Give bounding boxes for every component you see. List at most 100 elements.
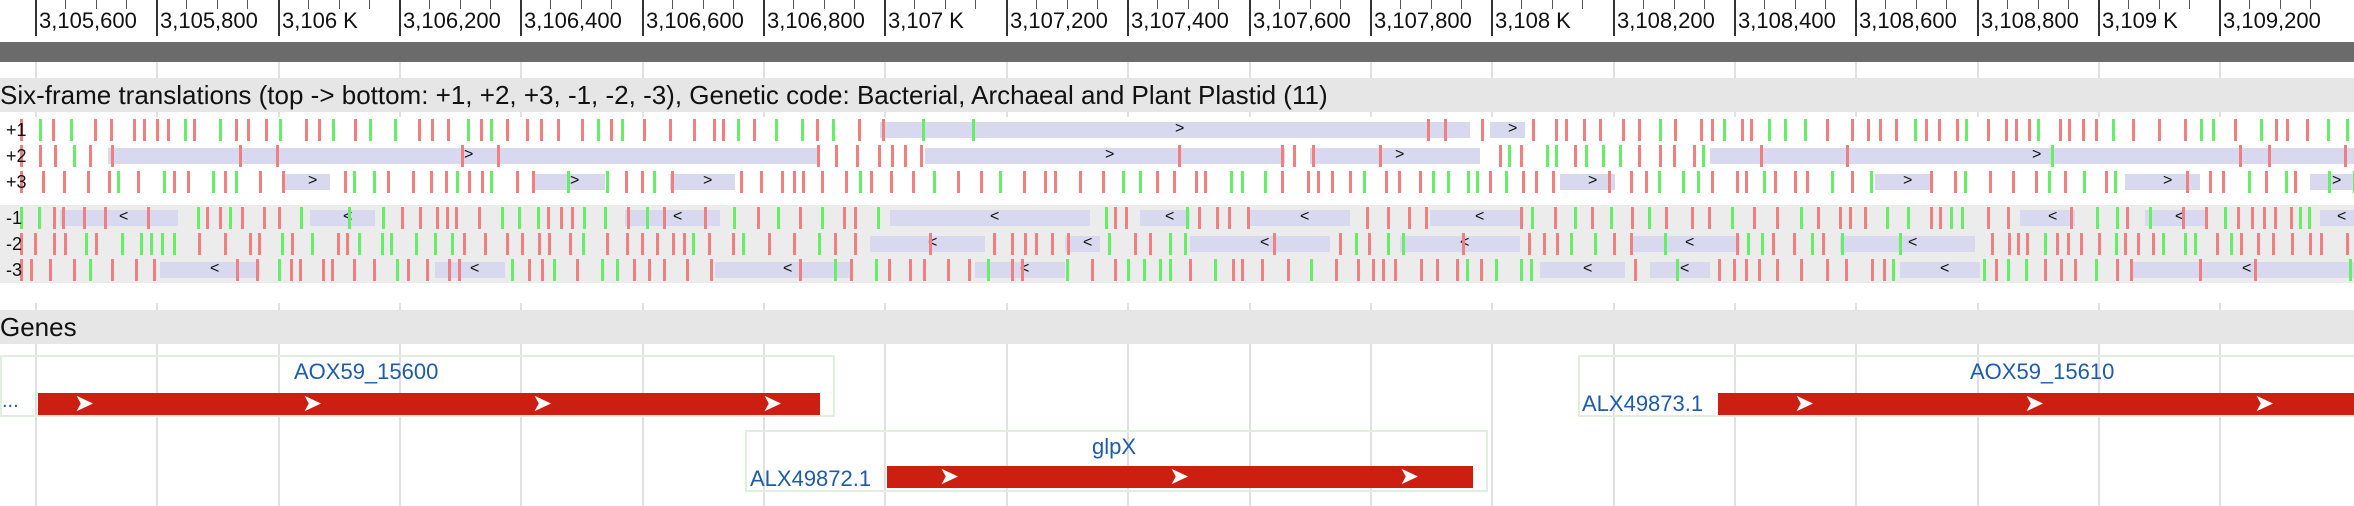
stop-codon-mark	[1631, 207, 1634, 229]
ruler-tick	[1249, 0, 1251, 36]
stop-codon-mark	[2265, 171, 2268, 193]
ruler-minor-tick	[1157, 0, 1158, 9]
orf-segment[interactable]	[890, 210, 1090, 226]
stop-codon-mark	[2274, 207, 2277, 229]
stop-codon-mark	[34, 233, 37, 255]
orf-segment[interactable]	[1630, 236, 1740, 252]
stop-codon-mark	[1247, 207, 1250, 229]
orf-segment[interactable]	[1400, 236, 1520, 252]
direction-icon: >	[1903, 172, 1913, 189]
frame-row[interactable]: > > +1	[0, 117, 2354, 143]
ruler-tick-label: 3,109 K	[2102, 8, 2178, 33]
direction-icon: >	[2032, 146, 2042, 163]
orf-segment[interactable]	[285, 174, 330, 190]
stop-codon-mark	[2263, 207, 2266, 229]
orf-segment[interactable]	[1710, 148, 2354, 164]
stop-codon-mark	[39, 145, 42, 167]
ruler-minor-tick	[1946, 0, 1947, 9]
orf-segment[interactable]	[880, 122, 1470, 138]
ruler-minor-tick	[186, 0, 187, 9]
orf-segment[interactable]	[2130, 262, 2354, 278]
stop-codon-mark	[1645, 171, 1648, 193]
start-codon-mark	[1241, 171, 1244, 193]
ruler-minor-tick	[96, 0, 97, 9]
orf-segment[interactable]	[670, 174, 735, 190]
frame-row[interactable]: > > > > > > > +3	[0, 169, 2354, 195]
translations-track-header[interactable]: Six-frame translations (top -> bottom: +…	[0, 78, 2354, 112]
cds-label: ALX49872.1	[750, 466, 872, 491]
orf-segment[interactable]	[1140, 210, 1190, 226]
stop-codon-mark	[722, 119, 725, 141]
stop-codon-mark	[1444, 119, 1447, 141]
orf-segment[interactable]	[435, 262, 505, 278]
stop-codon-mark	[305, 119, 308, 141]
cds-bar[interactable]: ➤ ➤ ➤ ➤	[38, 390, 820, 417]
orf-segment[interactable]	[1190, 236, 1330, 252]
start-codon-mark	[456, 171, 459, 193]
direction-icon: >	[703, 172, 713, 189]
orf-segment[interactable]	[1650, 262, 1710, 278]
frame-row[interactable]: > > > > +2	[0, 143, 2354, 169]
stop-codon-mark	[1419, 171, 1422, 193]
orf-segment[interactable]	[1250, 210, 1350, 226]
orf-segment[interactable]	[2320, 210, 2354, 226]
stop-codon-mark	[2234, 119, 2237, 141]
cds-bar[interactable]: ➤ ➤ ➤	[1718, 390, 2354, 417]
orf-segment[interactable]	[2310, 174, 2354, 190]
orf-segment[interactable]	[1900, 262, 1980, 278]
stop-codon-mark	[890, 171, 893, 193]
orf-segment[interactable]	[870, 236, 985, 252]
start-codon-mark	[1747, 233, 1750, 255]
start-codon-mark	[1619, 145, 1622, 167]
orf-segment[interactable]	[1065, 236, 1100, 252]
stop-codon-mark	[322, 259, 325, 281]
orf-segment[interactable]	[535, 174, 605, 190]
orf-segment[interactable]	[2125, 174, 2200, 190]
stop-codon-mark	[2012, 171, 2015, 193]
six-frame-translation-track[interactable]: > > +1 > > > > +2 > > > > > > > +3 < < < < < < < < < < -1 < < < < < < -2 <…	[0, 117, 2354, 303]
orf-segment[interactable]	[108, 148, 820, 164]
cds-bar[interactable]: ➤ ➤ ➤	[887, 463, 1473, 490]
orf-segment[interactable]	[1560, 174, 1615, 190]
orf-segment[interactable]	[160, 262, 260, 278]
orf-segment[interactable]	[715, 262, 850, 278]
overview-scrollbar[interactable]	[0, 42, 2354, 62]
frame-row[interactable]: < < < < < < < < < < -1	[0, 205, 2354, 231]
start-codon-mark	[582, 233, 585, 255]
orf-segment[interactable]	[2020, 210, 2075, 226]
stop-codon-mark	[1021, 259, 1024, 281]
stop-codon-mark	[481, 171, 484, 193]
frame-row[interactable]: < < < < < < < < -3	[0, 257, 2354, 283]
gene-feature-glpx[interactable]: glpX ALX49872.1 ➤ ➤ ➤	[745, 430, 1488, 492]
stop-codon-mark	[506, 233, 509, 255]
start-codon-mark	[1363, 171, 1366, 193]
orf-segment[interactable]	[1430, 210, 1520, 226]
orf-segment[interactable]	[1875, 174, 1930, 190]
direction-icon: <	[2175, 208, 2185, 225]
orf-segment[interactable]	[1490, 122, 1525, 138]
orf-segment[interactable]	[975, 262, 1065, 278]
start-codon-mark	[73, 145, 76, 167]
orf-segment[interactable]	[1310, 148, 1480, 164]
orf-segment[interactable]	[310, 210, 375, 226]
orf-segment[interactable]	[2145, 210, 2205, 226]
genes-track-header[interactable]: Genes	[0, 310, 2354, 344]
truncated-label: ...	[2, 390, 19, 412]
orf-segment[interactable]	[925, 148, 1285, 164]
stop-codon-mark	[1826, 259, 1829, 281]
orf-segment[interactable]	[1840, 236, 1975, 252]
gene-feature-aox59-15600[interactable]: AOX59_15600 ... ➤ ➤ ➤ ➤	[0, 355, 835, 417]
stop-codon-mark	[455, 207, 458, 229]
stop-codon-mark	[153, 259, 156, 281]
stop-codon-mark	[909, 259, 912, 281]
orf-segment[interactable]	[1540, 262, 1625, 278]
start-codon-mark	[1466, 259, 1469, 281]
start-codon-mark	[1811, 233, 1814, 255]
frame-row[interactable]: <<<<<<-2	[0, 231, 2354, 257]
coordinate-ruler[interactable]: 3,105,600 3,105,800 3,106 K 3,106,200 3,106,…	[0, 0, 2354, 42]
start-codon-mark	[20, 207, 23, 229]
start-codon-mark	[2114, 171, 2117, 193]
gene-feature-aox59-15610[interactable]: AOX59_15610 ALX49873.1 ➤ ➤ ➤	[1578, 355, 2354, 417]
start-codon-mark	[2162, 233, 2165, 255]
start-codon-mark	[742, 233, 745, 255]
